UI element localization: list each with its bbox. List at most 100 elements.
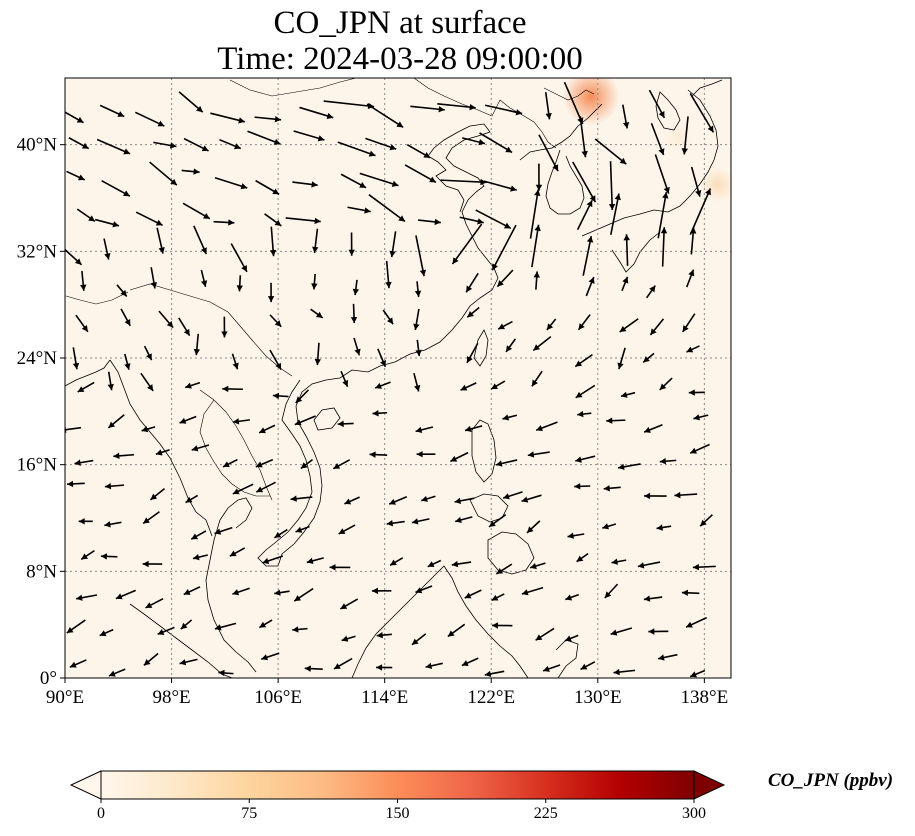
wind-arrow (484, 670, 505, 677)
wind-arrow (682, 313, 696, 333)
coastline-taiwan (473, 329, 489, 367)
wind-arrow (269, 349, 282, 371)
coastline-east-asia (339, 123, 499, 379)
wind-arrow (193, 333, 201, 356)
wind-arrow (337, 420, 354, 428)
wind-arrow (229, 547, 246, 557)
wind-arrow (620, 391, 636, 398)
wind-arrow (374, 381, 391, 389)
wind-arrow (180, 619, 193, 630)
wind-arrow (184, 381, 201, 389)
wind-arrow (200, 269, 208, 288)
wind-arrow (440, 178, 487, 186)
wind-arrow (134, 111, 165, 127)
wind-arrow (104, 483, 125, 490)
lon-tick-label: 106°E (254, 687, 302, 708)
wind-arrow (292, 181, 318, 188)
wind-arrow (466, 306, 480, 318)
wind-arrow (692, 563, 716, 571)
wind-arrow (99, 628, 114, 637)
wind-arrow (413, 308, 420, 331)
wind-arrow (490, 380, 506, 390)
concentration-field (65, 78, 731, 678)
wind-arrow (574, 483, 591, 490)
coastline-visayas (469, 493, 509, 523)
wind-arrow (685, 269, 695, 288)
wind-arrow (214, 622, 237, 631)
wind-arrow (497, 320, 513, 330)
wind-arrow (576, 199, 593, 230)
wind-arrow (338, 524, 356, 535)
wind-arrow (101, 179, 131, 197)
wind-arrow (366, 103, 404, 128)
wind-arrow (149, 487, 166, 501)
wind-arrow (232, 418, 250, 425)
wind-arrow (425, 662, 443, 669)
wind-arrow (183, 137, 209, 152)
wind-arrow (644, 492, 667, 500)
lon-tick-label: 114°E (361, 687, 408, 708)
coastlines (65, 78, 723, 678)
wind-arrow (613, 668, 636, 676)
lon-tick-label: 98°E (152, 687, 190, 708)
wind-arrow (643, 595, 663, 602)
wind-arrow (415, 339, 422, 357)
wind-arrow (124, 353, 131, 370)
wind-arrow (340, 370, 349, 388)
coastline-sakhalin-hokkaido (655, 91, 681, 131)
map-title-line-2: Time: 2024-03-28 09:00:00 (217, 41, 583, 77)
wind-arrow (142, 560, 163, 568)
colorbar-tick-label: 300 (682, 805, 706, 822)
colorbar: 0 75 150 225 300 (69, 770, 726, 822)
wind-arrow (295, 389, 310, 404)
wind-arrow (454, 516, 473, 524)
wind-arrow (580, 661, 596, 671)
colorbar-tick-label: 150 (386, 805, 410, 822)
wind-arrow (99, 104, 125, 118)
wind-arrow (218, 669, 234, 677)
wind-arrow (294, 415, 316, 426)
wind-arrow (293, 130, 325, 142)
wind-arrow (582, 235, 594, 276)
wind-arrow (113, 452, 135, 460)
wind-arrow (567, 532, 585, 539)
wind-arrow (94, 218, 120, 228)
wind-arrow (314, 342, 321, 366)
wind-arrow (350, 303, 358, 324)
wind-arrow (377, 348, 387, 368)
wind-arrow (267, 282, 275, 303)
wind-arrow (193, 225, 208, 255)
wind-arrow (576, 552, 589, 563)
wind-arrow (274, 589, 290, 596)
wind-arrow (376, 631, 392, 639)
coastline-myanmar (109, 359, 213, 537)
wind-arrow (617, 463, 641, 471)
wind-arrow (333, 657, 353, 670)
wind-arrow (685, 616, 707, 628)
wind-arrow (140, 372, 154, 392)
wind-arrow (447, 623, 466, 638)
wind-arrow (304, 665, 323, 672)
lat-tick-label: 8°N (26, 561, 57, 582)
coastline-hainan (313, 407, 341, 431)
wind-arrow (450, 451, 469, 463)
wind-arrow (65, 248, 83, 266)
coastline-india-bangladesh (65, 359, 111, 387)
wind-arrow (108, 668, 126, 677)
wind-arrow (619, 318, 639, 333)
wind-arrow (656, 524, 672, 531)
wind-arrow (411, 518, 430, 525)
colorbar-tick-label: 0 (97, 805, 105, 822)
wind-arrow (479, 132, 513, 154)
wind-arrow (254, 116, 282, 123)
wind-arrow (348, 232, 355, 256)
wind-arrow (649, 318, 665, 336)
wind-arrow (150, 267, 158, 289)
wind-arrow (594, 138, 627, 165)
wind-arrow (372, 410, 388, 417)
wind-arrow (681, 589, 700, 597)
wind-arrow (495, 563, 513, 575)
wind-arrow (585, 276, 595, 297)
wind-arrow (532, 336, 552, 352)
